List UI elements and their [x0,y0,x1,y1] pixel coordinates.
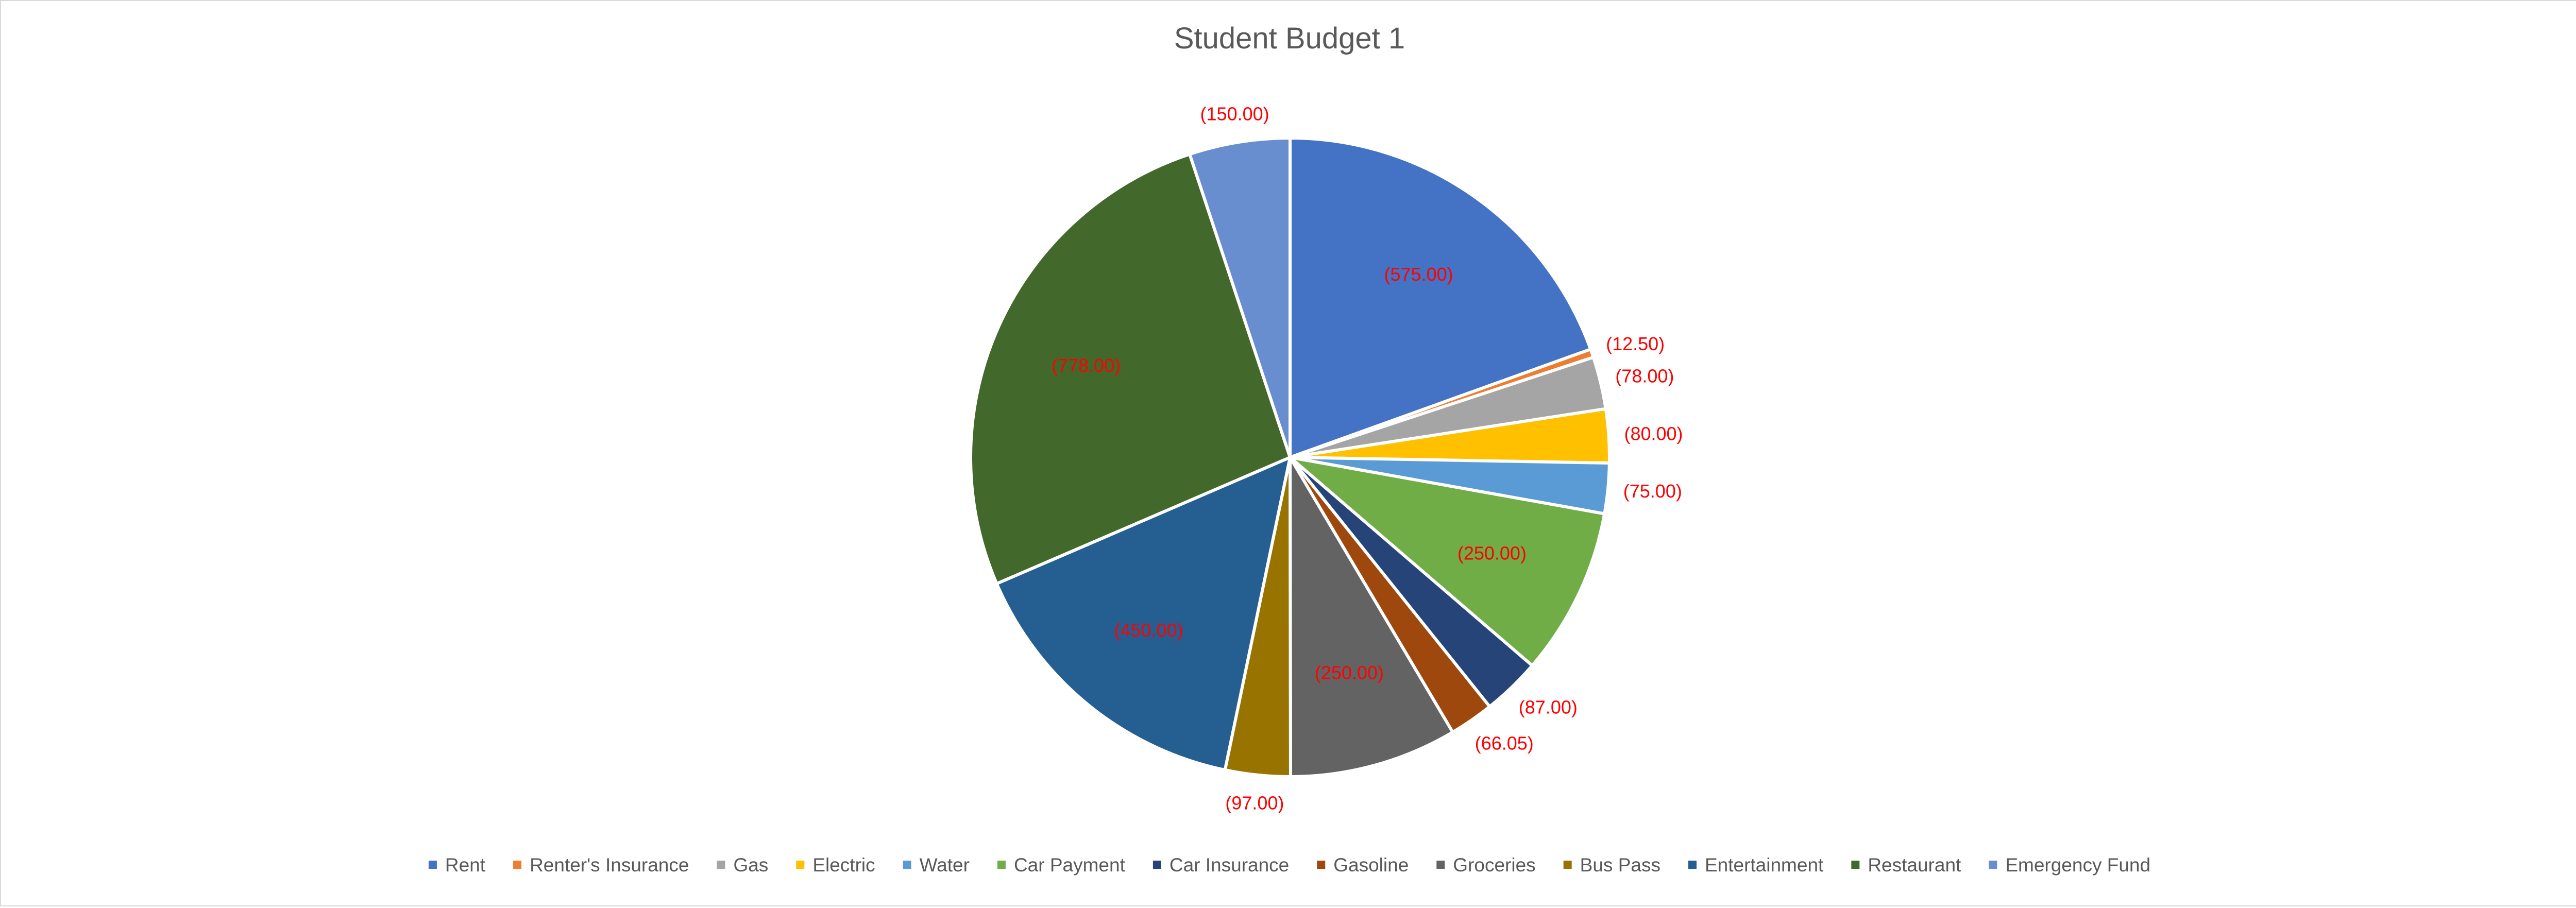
legend-label-restaurant: Restaurant [1868,854,1961,876]
legend-marker-bus-pass [1563,861,1572,869]
legend-label-car-insurance: Car Insurance [1170,854,1289,876]
data-label-car-payment: (250.00) [1458,542,1527,563]
data-labels: (575.00) (12.50) (78.00) (80.00) (75.00) (250… [1052,104,1683,814]
legend-marker-car-payment [997,861,1006,869]
legend-marker-restaurant [1851,861,1860,869]
legend-item-emergency-fund: Emergency Fund [1989,854,2150,876]
legend: Rent Renter's Insurance Gas Electric Water Ca… [428,854,2150,876]
slice-emergency-fund [1188,136,1292,459]
data-label-restaurant: (778.00) [1052,355,1121,376]
legend-marker-electric [796,861,805,869]
data-label-bus-pass: (97.00) [1225,793,1284,814]
legend-marker-car-insurance [1153,861,1161,869]
legend-item-electric: Electric [796,854,875,876]
slice-groceries [1289,456,1454,778]
data-label-car-insurance: (87.00) [1519,697,1578,718]
data-label-rent: (575.00) [1384,264,1453,285]
legend-item-restaurant: Restaurant [1851,854,1961,876]
legend-item-car-payment: Car Payment [997,854,1126,876]
chart-title: Student Budget 1 [1174,22,1405,55]
legend-label-car-payment: Car Payment [1014,854,1126,876]
legend-label-rent: Rent [445,854,486,876]
legend-marker-entertainment [1688,861,1697,869]
legend-item-bus-pass: Bus Pass [1563,854,1660,876]
legend-item-water: Water [903,854,970,876]
legend-item-renter-s-insurance: Renter's Insurance [513,854,689,876]
legend-label-groceries: Groceries [1453,854,1535,876]
data-label-groceries: (250.00) [1315,662,1384,683]
legend-item-entertainment: Entertainment [1688,854,1824,876]
slice-entertainment [995,456,1292,772]
legend-label-renter-s-insurance: Renter's Insurance [530,854,689,876]
legend-marker-water [903,861,911,869]
data-label-gasoline: (66.05) [1475,732,1534,753]
legend-item-gasoline: Gasoline [1317,854,1409,876]
legend-marker-renter-s-insurance [513,861,522,869]
legend-marker-gas [717,861,725,869]
data-label-renter-s-insurance: (12.50) [1606,333,1665,354]
data-label-water: (75.00) [1623,481,1682,502]
data-label-electric: (80.00) [1624,423,1683,444]
legend-label-bus-pass: Bus Pass [1580,854,1660,876]
legend-label-electric: Electric [812,854,875,876]
legend-marker-emergency-fund [1989,861,1997,869]
data-label-gas: (78.00) [1615,365,1674,386]
legend-item-rent: Rent [428,854,486,876]
legend-marker-groceries [1436,861,1445,869]
slice-car-payment [1289,456,1606,667]
legend-item-groceries: Groceries [1436,854,1536,876]
legend-item-car-insurance: Car Insurance [1153,854,1289,876]
data-label-entertainment: (450.00) [1114,620,1183,641]
legend-marker-gasoline [1317,861,1326,869]
legend-label-water: Water [920,854,970,876]
legend-item-gas: Gas [717,854,768,876]
data-label-emergency-fund: (150.00) [1200,104,1269,125]
legend-label-emergency-fund: Emergency Fund [2005,854,2150,876]
slice-restaurant [969,152,1292,586]
pie-slices [969,136,1611,779]
slice-rent [1289,136,1592,459]
legend-label-gasoline: Gasoline [1333,854,1409,876]
legend-label-entertainment: Entertainment [1705,854,1824,876]
legend-marker-rent [428,861,437,869]
legend-label-gas: Gas [733,854,768,876]
